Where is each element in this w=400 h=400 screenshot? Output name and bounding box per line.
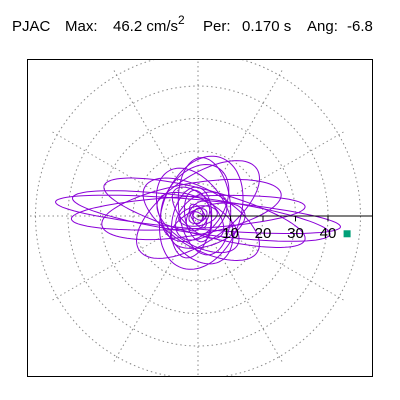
grid-spoke [197,215,345,301]
orbit-loop [159,155,244,270]
period-label: Per: [203,18,231,35]
period-value: 0.170 s [242,18,292,35]
max-unit-exponent: 2 [178,13,185,27]
angle-value: -6.8 [347,18,373,35]
orbit-loop [183,189,213,243]
peak-marker-layer [343,230,351,238]
orbit-loop [188,208,208,224]
particle-motion-chart: 10 20 30 40 [29,60,372,376]
header: PJAC Max: 46.2 cm/s2 Per: 0.170 s Ang: -… [0,8,400,38]
angle-label: Ang: [307,18,338,35]
orbit-loop [177,157,232,256]
orbit-loop [54,194,342,234]
radial-tick-label: 30 [287,225,304,242]
radial-tick-label: 20 [255,225,272,242]
grid-spoke [197,69,283,217]
orbit-loop [170,186,213,259]
orbit-loop [170,202,246,249]
orbit-loop [171,186,225,239]
peak-marker [343,230,351,238]
orbit-loop [71,190,331,242]
grid-spoke [113,69,199,217]
orbit-loop [178,205,218,227]
max-label: Max: [65,18,98,35]
radial-tick-label: 40 [320,225,337,242]
orbit-loop [101,178,282,241]
orbit-loop [70,194,306,231]
orbit-loop [103,177,306,248]
station-code: PJAC [12,18,51,35]
max-value: 46.2 cm/s2 [113,14,185,35]
polar-plot-frame: 10 20 30 40 [27,59,373,377]
radial-tick-label: 10 [222,225,239,242]
max-number: 46.2 [113,18,143,35]
grid-spoke [51,131,199,217]
grid-spoke [197,215,283,363]
radial-axis: 10 20 30 40 [198,215,372,242]
orbit-trace [54,155,342,270]
max-unit: cm/s [146,18,179,35]
orbit-loop [191,211,205,221]
orbit-loop [135,160,261,259]
